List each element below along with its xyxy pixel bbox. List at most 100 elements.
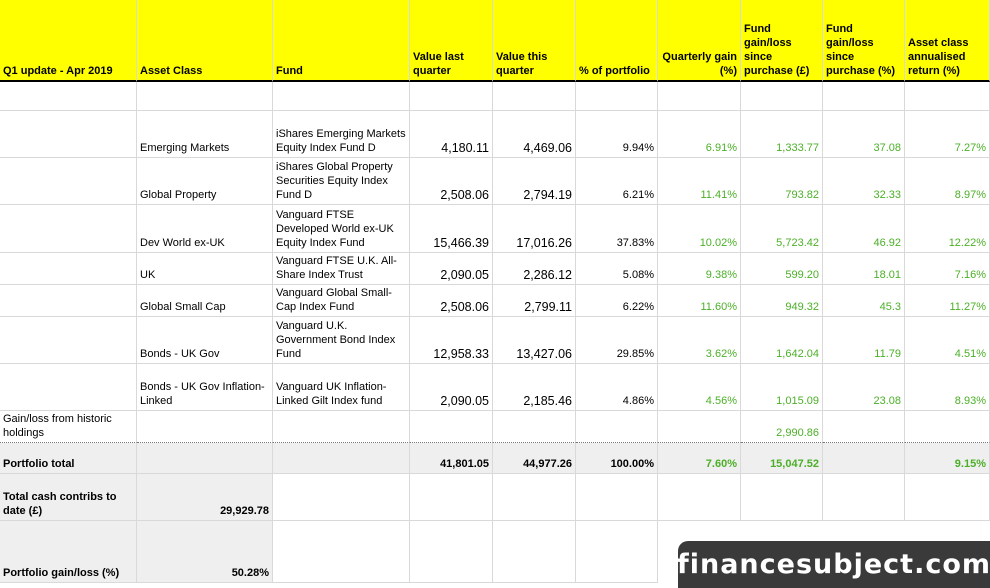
- historic-gain-cell[interactable]: 2,990.86: [741, 411, 823, 443]
- total-label-cell[interactable]: Portfolio total: [0, 443, 137, 474]
- cell-gbp[interactable]: 949.32: [741, 285, 823, 317]
- header-fund[interactable]: Fund: [273, 0, 410, 82]
- cell-qgain[interactable]: 9.38%: [658, 253, 741, 285]
- cell-gbp[interactable]: 793.82: [741, 158, 823, 205]
- cell-gpct[interactable]: 23.08: [823, 364, 905, 411]
- empty-cell[interactable]: [905, 411, 990, 443]
- empty-cell[interactable]: [905, 82, 990, 111]
- cell-gpct[interactable]: 37.08: [823, 111, 905, 158]
- cell-fund[interactable]: iShares Global Property Securities Equit…: [273, 158, 410, 205]
- cell-last[interactable]: 12,958.33: [410, 317, 493, 364]
- empty-cell[interactable]: [0, 285, 137, 317]
- cell-ann[interactable]: 8.93%: [905, 364, 990, 411]
- empty-cell[interactable]: [576, 521, 658, 583]
- empty-cell[interactable]: [410, 411, 493, 443]
- header-asset-class[interactable]: Asset Class: [137, 0, 273, 82]
- empty-cell[interactable]: [410, 82, 493, 111]
- header-value-last[interactable]: Value last quarter: [410, 0, 493, 82]
- empty-cell[interactable]: [905, 474, 990, 521]
- empty-cell[interactable]: [741, 474, 823, 521]
- empty-cell[interactable]: [0, 111, 137, 158]
- cell-ann[interactable]: 7.16%: [905, 253, 990, 285]
- header-fund-gain-pct[interactable]: Fund gain/loss since purchase (%): [823, 0, 905, 82]
- cell-fund[interactable]: iShares Emerging Markets Equity Index Fu…: [273, 111, 410, 158]
- cell-qgain[interactable]: 11.41%: [658, 158, 741, 205]
- cell-last[interactable]: 2,508.06: [410, 158, 493, 205]
- cell-ann[interactable]: 8.97%: [905, 158, 990, 205]
- cell-gbp[interactable]: 1,642.04: [741, 317, 823, 364]
- empty-cell[interactable]: [410, 474, 493, 521]
- cell-last[interactable]: 2,508.06: [410, 285, 493, 317]
- empty-cell[interactable]: [823, 443, 905, 474]
- cell-qgain[interactable]: 3.62%: [658, 317, 741, 364]
- cell-asset[interactable]: Global Property: [137, 158, 273, 205]
- total-gbp-cell[interactable]: 15,047.52: [741, 443, 823, 474]
- empty-cell[interactable]: [0, 205, 137, 253]
- empty-cell[interactable]: [137, 411, 273, 443]
- empty-cell[interactable]: [0, 317, 137, 364]
- empty-cell[interactable]: [273, 443, 410, 474]
- empty-cell[interactable]: [658, 411, 741, 443]
- cell-asset[interactable]: Global Small Cap: [137, 285, 273, 317]
- empty-cell[interactable]: [493, 411, 576, 443]
- total-pct-cell[interactable]: 100.00%: [576, 443, 658, 474]
- cell-last[interactable]: 2,090.05: [410, 253, 493, 285]
- cell-pct[interactable]: 6.22%: [576, 285, 658, 317]
- cell-gpct[interactable]: 45.3: [823, 285, 905, 317]
- cell-asset[interactable]: Bonds - UK Gov: [137, 317, 273, 364]
- total-this-cell[interactable]: 44,977.26: [493, 443, 576, 474]
- cell-asset[interactable]: Bonds - UK Gov Inflation-Linked: [137, 364, 273, 411]
- empty-cell[interactable]: [658, 474, 741, 521]
- cell-gpct[interactable]: 32.33: [823, 158, 905, 205]
- empty-cell[interactable]: [658, 82, 741, 111]
- cash-value-cell[interactable]: 29,929.78: [137, 474, 273, 521]
- cash-label-cell[interactable]: Total cash contribs to date (£): [0, 474, 137, 521]
- cell-gbp[interactable]: 599.20: [741, 253, 823, 285]
- empty-cell[interactable]: [576, 82, 658, 111]
- cell-pct[interactable]: 29.85%: [576, 317, 658, 364]
- cell-ann[interactable]: 7.27%: [905, 111, 990, 158]
- cell-gpct[interactable]: 46.92: [823, 205, 905, 253]
- empty-cell[interactable]: [576, 474, 658, 521]
- empty-cell[interactable]: [0, 158, 137, 205]
- cell-this[interactable]: 13,427.06: [493, 317, 576, 364]
- cell-qgain[interactable]: 4.56%: [658, 364, 741, 411]
- cell-ann[interactable]: 11.27%: [905, 285, 990, 317]
- cell-ann[interactable]: 12.22%: [905, 205, 990, 253]
- empty-cell[interactable]: [273, 82, 410, 111]
- cell-this[interactable]: 2,286.12: [493, 253, 576, 285]
- cell-pct[interactable]: 9.94%: [576, 111, 658, 158]
- cell-gpct[interactable]: 11.79: [823, 317, 905, 364]
- empty-cell[interactable]: [823, 474, 905, 521]
- cell-fund[interactable]: Vanguard FTSE Developed World ex-UK Equi…: [273, 205, 410, 253]
- cell-qgain[interactable]: 6.91%: [658, 111, 741, 158]
- cell-gpct[interactable]: 18.01: [823, 253, 905, 285]
- cell-pct[interactable]: 6.21%: [576, 158, 658, 205]
- empty-cell[interactable]: [823, 82, 905, 111]
- empty-cell[interactable]: [493, 521, 576, 583]
- cell-fund[interactable]: Vanguard UK Inflation-Linked Gilt Index …: [273, 364, 410, 411]
- empty-cell[interactable]: [493, 474, 576, 521]
- cell-this[interactable]: 4,469.06: [493, 111, 576, 158]
- cell-last[interactable]: 2,090.05: [410, 364, 493, 411]
- empty-cell[interactable]: [493, 82, 576, 111]
- cell-fund[interactable]: Vanguard FTSE U.K. All-Share Index Trust: [273, 253, 410, 285]
- cell-gbp[interactable]: 1,333.77: [741, 111, 823, 158]
- empty-cell[interactable]: [410, 521, 493, 583]
- empty-cell[interactable]: [576, 411, 658, 443]
- gainloss-label-cell[interactable]: Portfolio gain/loss (%): [0, 521, 137, 583]
- header-fund-gain-gbp[interactable]: Fund gain/loss since purchase (£): [741, 0, 823, 82]
- cell-asset[interactable]: Emerging Markets: [137, 111, 273, 158]
- cell-gbp[interactable]: 1,015.09: [741, 364, 823, 411]
- cell-qgain[interactable]: 11.60%: [658, 285, 741, 317]
- empty-cell[interactable]: [273, 474, 410, 521]
- cell-gbp[interactable]: 5,723.42: [741, 205, 823, 253]
- total-qgain-cell[interactable]: 7.60%: [658, 443, 741, 474]
- gainloss-value-cell[interactable]: 50.28%: [137, 521, 273, 583]
- empty-cell[interactable]: [137, 443, 273, 474]
- header-annualised[interactable]: Asset class annualised return (%): [905, 0, 990, 82]
- cell-ann[interactable]: 4.51%: [905, 317, 990, 364]
- header-title[interactable]: Q1 update - Apr 2019: [0, 0, 137, 82]
- cell-pct[interactable]: 37.83%: [576, 205, 658, 253]
- empty-cell[interactable]: [823, 411, 905, 443]
